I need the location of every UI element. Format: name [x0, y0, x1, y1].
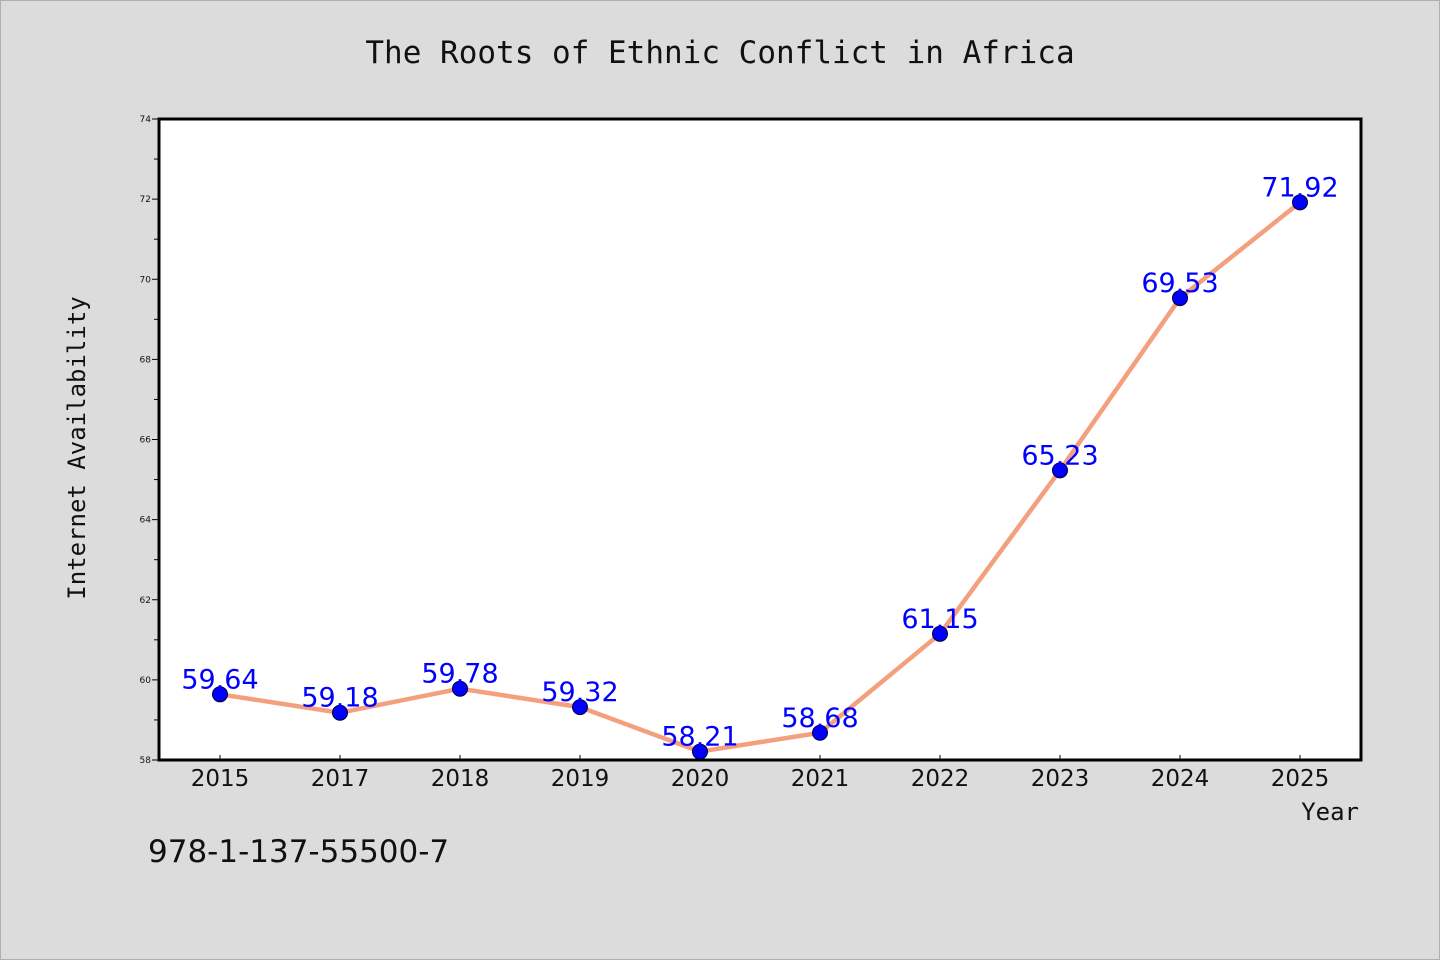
x-axis: 2015 2017 2018 2019 2020 2021 2022 2023 2024 2025 [191, 755, 1330, 792]
data-label: 58.21 [661, 722, 738, 753]
data-label: 65.23 [1021, 440, 1098, 471]
isbn-text: 978-1-137-55500-7 [148, 834, 450, 870]
x-tick-label: 2021 [791, 766, 850, 792]
y-tick-label: 68 [140, 355, 152, 365]
y-tick-label: 74 [140, 115, 152, 125]
data-point [932, 625, 948, 642]
x-tick-label: 2020 [671, 766, 730, 792]
x-tick-label: 2015 [191, 766, 250, 792]
data-point [692, 743, 708, 760]
series-line [217, 200, 1303, 754]
x-tick-label: 2019 [551, 766, 610, 792]
x-tick-label: 2024 [1151, 766, 1210, 792]
series [212, 194, 1308, 760]
data-label: 58.68 [781, 703, 858, 734]
data-label: 59.64 [181, 664, 258, 695]
y-tick-label: 70 [140, 275, 152, 285]
data-point [452, 680, 468, 697]
y-tick-label: 72 [140, 195, 151, 205]
x-tick-label: 2018 [431, 766, 490, 792]
data-point [1292, 194, 1308, 211]
data-point [1052, 462, 1068, 479]
y-tick-label: 66 [140, 436, 152, 446]
y-tick-label: 60 [140, 676, 152, 686]
y-tick-label: 58 [140, 756, 152, 766]
y-axis-label: Internet Availability [63, 296, 91, 599]
data-point [1172, 290, 1188, 307]
x-tick-label: 2025 [1271, 766, 1330, 792]
data-labels: 59.64 59.18 59.78 59.32 58.21 58.68 61.15 65.23… [181, 172, 1338, 752]
data-label: 59.32 [541, 677, 618, 708]
data-label: 59.18 [301, 683, 378, 714]
data-point [332, 704, 348, 721]
data-point [812, 724, 828, 741]
x-tick-label: 2022 [911, 766, 970, 792]
data-label: 71.92 [1261, 172, 1338, 203]
data-label: 61.15 [901, 604, 978, 635]
y-axis: 58 60 62 64 66 68 70 72 74 [140, 115, 159, 766]
plot-area [157, 117, 1363, 762]
y-tick-label: 64 [140, 516, 152, 526]
x-axis-label: Year [1301, 798, 1359, 826]
x-tick-label: 2017 [311, 766, 370, 792]
data-point [212, 686, 228, 703]
chart-title: The Roots of Ethnic Conflict in Africa [365, 35, 1074, 71]
y-tick-label: 62 [140, 596, 151, 606]
data-label: 59.78 [421, 659, 498, 690]
x-tick-label: 2023 [1031, 766, 1090, 792]
data-point [572, 699, 588, 716]
data-label: 69.53 [1141, 268, 1218, 299]
